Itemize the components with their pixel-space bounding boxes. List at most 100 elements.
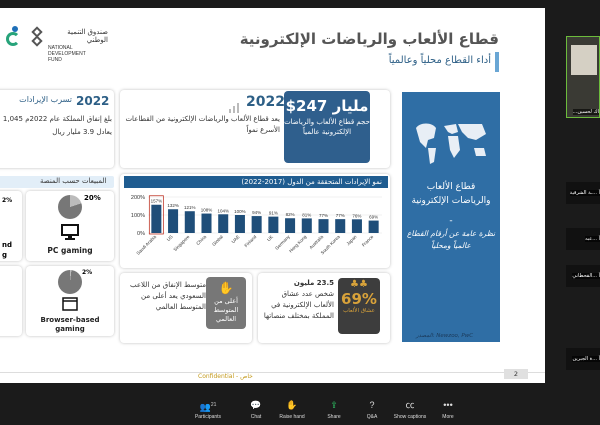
qa-button[interactable]: ? Q&A [354,400,390,420]
bar [301,218,312,233]
console-percent: 2% [2,197,13,204]
people-icon: 👥21 [199,402,217,412]
data-label: 100% [234,209,246,214]
bar [368,220,379,233]
category-label: US [166,234,174,242]
source-note: المصدر: Newzoo, PwC [416,333,474,339]
y-tick-label: 200% [131,195,145,201]
pc-gaming-card: 20% PC gaming [26,191,114,261]
panel-subtitle: نظرة عامة عن أرقام القطاع عالمياً ومحليا… [406,229,496,250]
data-label: 132% [167,203,179,208]
chat-icon: 💬 [250,400,262,410]
category-label: Global [211,234,224,247]
category-label: Saudi Arabia [135,234,157,256]
panel-dash: - [449,216,453,226]
bar [234,215,245,233]
diamond-logo-icon [30,26,46,48]
data-label: 69% [369,215,378,220]
participant-name: أ ...القحطاني [572,273,600,279]
category-label: Finland [243,234,257,248]
participants-button[interactable]: 👥21 Participants [190,400,226,420]
pc-percent: 20% [84,194,101,202]
revenue-year: 2022 [76,94,110,108]
meeting-toolbar: 👥21 Participants 💬 Chat ✋ Raise hand ⇪ S… [0,395,600,425]
bar [184,211,195,233]
video-feed [571,45,597,75]
category-label: Australia [308,234,324,250]
raise-hand-button[interactable]: ✋ Raise hand [274,400,310,420]
revenue-text-2: يعادل 3.9 مليار ريال [52,128,112,136]
pie-chart-icon [58,270,82,294]
hand-icon: ✋ [286,400,298,410]
captions-icon: ㏄ [405,400,415,410]
bar [201,213,212,233]
captions-button[interactable]: ㏄ Show captions [393,400,427,420]
chat-button[interactable]: 💬 Chat [238,400,274,420]
participant-name: ...اك لحسين [572,109,599,115]
console-label-1: nd [2,241,12,249]
market-year: 2022 [246,94,285,110]
confidential-label: Confidential - خاص [198,373,253,380]
category-label: France [361,234,375,248]
bar [168,209,179,233]
data-label: 104% [217,208,229,213]
chart-small-icon [228,98,240,113]
bar [251,216,262,233]
share-icon: ⇪ [330,400,338,410]
bar [268,216,279,233]
hand-money-icon: ✋ [218,281,234,295]
data-label: 81% [302,212,311,217]
spending-badge: ✋ أعلى من المتوسط العالمي [206,277,246,329]
data-label: 157% [151,199,163,204]
ndf-logo: صندوق التنمية الوطني NATIONAL DEVELOPMEN… [6,26,108,63]
chart-title: نمو الإيرادات المتحققة من الدول (2017-20… [124,176,388,188]
overview-panel: قطاع الألعاب والرياضات الإلكترونية - نظر… [402,92,500,342]
people-icon: ♣♣ [350,279,368,290]
data-label: 94% [252,210,261,215]
bar [318,219,329,233]
browser-gaming-card: 2% Browser-based gaming [26,266,114,336]
y-tick-label: 0% [137,231,145,237]
revenue-heading: تسرب الإيرادات [19,95,72,104]
data-label: 77% [336,213,345,218]
participant-video-tile[interactable]: ...اك لحسين [566,36,600,118]
revenue-leakage-card [0,90,114,168]
gamers-text: شخص عدد عشاق الألعاب الإلكترونية في المم… [263,290,334,320]
subtitle-accent-bar [495,52,499,72]
platform-heading-bar [0,176,114,188]
share-button[interactable]: ⇪ Share [316,400,352,420]
slide-subtitle: أداء القطاع محلياً وعالمياً [388,55,491,66]
page-number: 2 [504,369,528,379]
bar [335,219,346,233]
gamers-percent: 69% [341,290,377,308]
slide-title: قطاع الألعاب والرياضات الإلكترونية [239,30,499,48]
participant-tile[interactable]: أ ...ـة الشرقية [566,182,600,204]
bar [151,204,162,233]
participant-tile[interactable]: أ ...القحطاني [566,265,600,287]
category-label: Singapore [172,234,190,252]
world-map-icon [416,123,486,164]
more-button[interactable]: ••• More [430,400,466,420]
participant-name: أ ...عبه [585,236,600,242]
spending-text: متوسط الإنفاق من اللاعب السعودي يعد أعلى… [129,281,206,311]
platform-heading: المبيعات حسب المنصة [40,177,107,185]
monitor-icon [61,224,79,240]
gamers-number: 23.5 مليون [293,279,334,287]
participant-tile[interactable]: أ ...ة الجبرين [566,348,600,370]
y-tick-label: 100% [131,213,145,219]
gamers-percent-box: ♣♣ 69% عشاق الألعاب [338,278,380,334]
highlight-box [148,195,164,235]
spending-badge-text: أعلى من المتوسط العالمي [213,297,239,323]
market-amount: $247 مليار [285,97,369,115]
mobile-card-partial [0,266,22,336]
console-card-partial: 2% nd g [0,191,22,261]
panel-title: قطاع الألعاب والرياضات الإلكترونية [411,182,491,206]
browser-label: Browser-based gaming [40,316,100,333]
category-label: Hong Kong [288,234,308,254]
bar [351,219,362,233]
logo-text: صندوق التنمية الوطني NATIONAL DEVELOPMEN… [48,29,108,63]
revenue-growth-chart: 200% 100% 0% 157% Saudi Arabia 132% US 121% Sing… [131,195,382,256]
participant-tile[interactable]: أ ...عبه [566,228,600,250]
browser-percent: 2% [82,269,93,276]
